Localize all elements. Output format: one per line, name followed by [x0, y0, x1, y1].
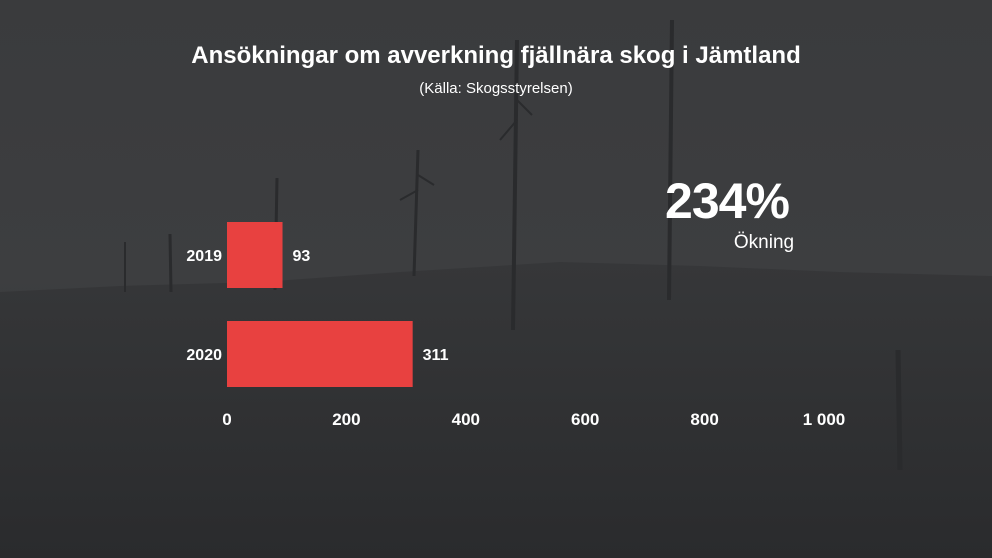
bar-2019 [227, 222, 283, 288]
x-tick-label: 1 000 [803, 410, 846, 429]
x-tick-label: 600 [571, 410, 599, 429]
increase-percent: 234% [665, 173, 790, 229]
value-label-2019: 93 [293, 248, 311, 265]
bar-2020 [227, 321, 413, 387]
x-tick-label: 200 [332, 410, 360, 429]
category-label-2020: 2020 [186, 347, 222, 364]
x-tick-label: 0 [222, 410, 231, 429]
chart-subtitle: (Källa: Skogsstyrelsen) [419, 80, 573, 97]
chart-title: Ansökningar om avverkning fjällnära skog… [191, 42, 801, 69]
bars-layer: 2019 93 2020 311 0 200 400 600 800 1 000 [186, 222, 845, 429]
increase-label: Ökning [733, 232, 795, 253]
x-tick-label: 800 [690, 410, 718, 429]
category-label-2019: 2019 [186, 248, 222, 265]
value-label-2020: 311 [423, 347, 449, 364]
x-tick-label: 400 [452, 410, 480, 429]
